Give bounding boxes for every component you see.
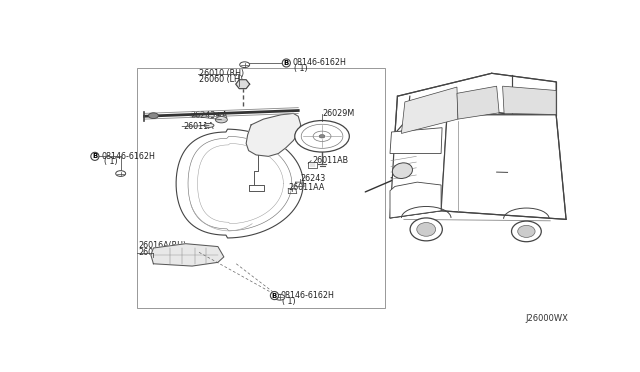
Polygon shape bbox=[246, 113, 301, 156]
Text: J26000WX: J26000WX bbox=[525, 314, 568, 323]
Text: 26010 (RH): 26010 (RH) bbox=[199, 69, 244, 78]
Text: 26010H(LH): 26010H(LH) bbox=[138, 247, 186, 257]
Text: 26243: 26243 bbox=[301, 174, 326, 183]
Text: B: B bbox=[284, 60, 289, 66]
Text: 26060 (LH): 26060 (LH) bbox=[199, 75, 243, 84]
Circle shape bbox=[148, 113, 158, 119]
Text: ( 1): ( 1) bbox=[294, 64, 308, 73]
Polygon shape bbox=[390, 128, 442, 154]
Circle shape bbox=[319, 135, 325, 138]
Circle shape bbox=[116, 171, 125, 176]
Text: 26011AB: 26011AB bbox=[312, 156, 348, 165]
Ellipse shape bbox=[204, 124, 214, 128]
Text: B: B bbox=[272, 292, 277, 299]
Text: 08146-6162H: 08146-6162H bbox=[280, 291, 334, 300]
Text: ( 1): ( 1) bbox=[104, 157, 117, 166]
Text: 26016A(RH): 26016A(RH) bbox=[138, 241, 187, 250]
Circle shape bbox=[313, 131, 331, 141]
Text: 26011AA: 26011AA bbox=[288, 183, 324, 192]
Bar bbox=[137, 68, 385, 308]
Polygon shape bbox=[390, 115, 447, 218]
Circle shape bbox=[295, 121, 349, 152]
Polygon shape bbox=[395, 73, 556, 134]
Circle shape bbox=[301, 124, 343, 148]
Polygon shape bbox=[502, 86, 556, 115]
Polygon shape bbox=[457, 86, 499, 119]
Polygon shape bbox=[390, 182, 441, 218]
Text: ( 1): ( 1) bbox=[282, 296, 296, 305]
Circle shape bbox=[275, 294, 285, 300]
Circle shape bbox=[240, 62, 250, 68]
Polygon shape bbox=[441, 115, 566, 219]
Text: 08146-6162H: 08146-6162H bbox=[102, 151, 156, 161]
Ellipse shape bbox=[392, 163, 412, 179]
Polygon shape bbox=[236, 80, 250, 89]
Polygon shape bbox=[176, 129, 303, 238]
Text: 26243+A: 26243+A bbox=[190, 111, 227, 120]
Text: 08146-6162H: 08146-6162H bbox=[292, 58, 346, 67]
Ellipse shape bbox=[511, 221, 541, 242]
Polygon shape bbox=[401, 87, 458, 134]
Polygon shape bbox=[151, 244, 224, 266]
Ellipse shape bbox=[518, 225, 535, 237]
Text: 26029M: 26029M bbox=[322, 109, 355, 118]
Ellipse shape bbox=[417, 222, 436, 236]
Text: 26011A: 26011A bbox=[183, 122, 214, 131]
Ellipse shape bbox=[216, 116, 227, 123]
Text: B: B bbox=[92, 153, 97, 159]
Ellipse shape bbox=[410, 218, 442, 241]
